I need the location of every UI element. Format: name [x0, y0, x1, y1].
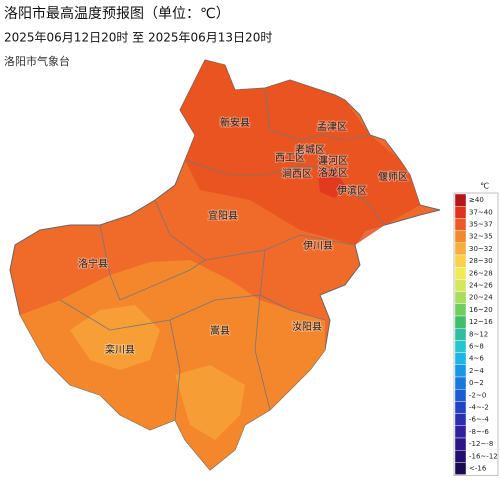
legend-label: 2~4: [469, 367, 484, 375]
legend-swatch: [454, 401, 467, 414]
subtitle: 2025年06月12日20时 至 2025年06月13日20时: [4, 31, 272, 45]
region-label: 洛宁县: [78, 257, 108, 270]
legend-swatch: [454, 352, 467, 366]
legend-label: -12~-8: [469, 440, 493, 448]
legend-swatch: [454, 389, 467, 402]
region-label: 伊滨区: [337, 184, 367, 197]
legend-swatch: [454, 218, 467, 231]
legend-swatch: [454, 376, 467, 390]
urban-core: [318, 170, 345, 198]
legend-swatch: [454, 242, 467, 256]
legend-unit: ℃: [480, 182, 489, 191]
region-label: 老城区: [295, 143, 325, 156]
warmer-pockets: [70, 305, 160, 370]
legend: ℃ ≥40 37~40 35~37 32~35 30~32 28~30 26~28 24~26…: [453, 182, 499, 476]
legend-swatch: [454, 230, 467, 244]
legend-label: 24~26: [469, 282, 493, 290]
legend-label: 28~30: [469, 257, 493, 265]
legend-label: 16~20: [469, 306, 493, 314]
legend-label: 32~35: [469, 233, 493, 241]
region-label: 孟津区: [317, 121, 347, 133]
district-border: [264, 87, 371, 141]
legend-swatch: [454, 437, 467, 451]
legend-swatch: [454, 254, 467, 268]
legend-label: -8~-6: [469, 428, 489, 436]
region-label: 瀍河区: [318, 154, 348, 167]
legend-label: 6~8: [469, 343, 484, 351]
region-label: 偃师区: [378, 170, 408, 183]
legend-label: ≥40: [469, 196, 484, 204]
legend-label: 4~6: [469, 355, 484, 363]
legend-swatch: [454, 205, 467, 219]
region-label: 栾川县: [105, 343, 135, 356]
legend-swatch: [454, 303, 467, 317]
legend-label: 12~16: [469, 318, 493, 326]
hot-north: [180, 60, 420, 245]
legend-swatch: [454, 193, 467, 207]
legend-frame: [453, 192, 499, 476]
legend-label: 35~37: [469, 221, 493, 229]
district-border: [154, 199, 356, 261]
legend-swatch: [454, 291, 467, 305]
district-border: [99, 224, 206, 301]
legend-swatch: [454, 328, 467, 341]
map: [9, 59, 441, 471]
legend-label: 30~32: [469, 245, 493, 253]
region-label: 洛龙区: [318, 166, 348, 179]
legend-swatch: [454, 267, 467, 280]
legend-label: -2~0: [469, 391, 486, 399]
region-label: 涧西区: [282, 167, 312, 180]
region-label: 伊川县: [303, 240, 333, 252]
source: 洛阳市气象台: [4, 54, 70, 68]
legend-swatch: [454, 279, 467, 292]
legend-label: 37~40: [469, 208, 493, 216]
district-border: [254, 294, 271, 411]
district-border: [169, 319, 181, 421]
legend-label: 26~28: [469, 269, 493, 277]
legend-swatch: [454, 364, 467, 378]
warmer-pockets: [175, 365, 245, 440]
legend-label: <-16: [469, 465, 487, 473]
legend-label: 0~2: [469, 379, 484, 387]
legend-label: 8~12: [469, 330, 488, 338]
legend-label: -16~-12: [469, 452, 498, 460]
legend-swatch: [454, 340, 467, 353]
district-border: [184, 159, 386, 226]
region-label: 新安县: [220, 116, 250, 129]
legend-swatch: [454, 450, 467, 463]
legend-swatch: [454, 425, 467, 439]
legend-label: -4~-2: [469, 404, 489, 412]
region-label: 汝阳县: [292, 320, 322, 333]
district-border: [259, 249, 326, 321]
region-label: 西工区: [275, 152, 305, 164]
region-label: 嵩县: [210, 325, 230, 337]
legend-label: 20~24: [469, 294, 493, 302]
region-label: 宜阳县: [208, 209, 238, 222]
region-labels: 新安县 孟津区 西工区 老城区 瀍河区 涧西区 洛龙区 偃师区 伊滨区 宜阳县 …: [77, 115, 409, 357]
legend-label: -6~-4: [469, 416, 489, 424]
legend-swatch: [454, 315, 467, 329]
legend-swatch: [454, 462, 467, 475]
title: 洛阳市最高温度预报图（单位：℃）: [4, 5, 230, 22]
legend-swatch: [454, 413, 467, 427]
